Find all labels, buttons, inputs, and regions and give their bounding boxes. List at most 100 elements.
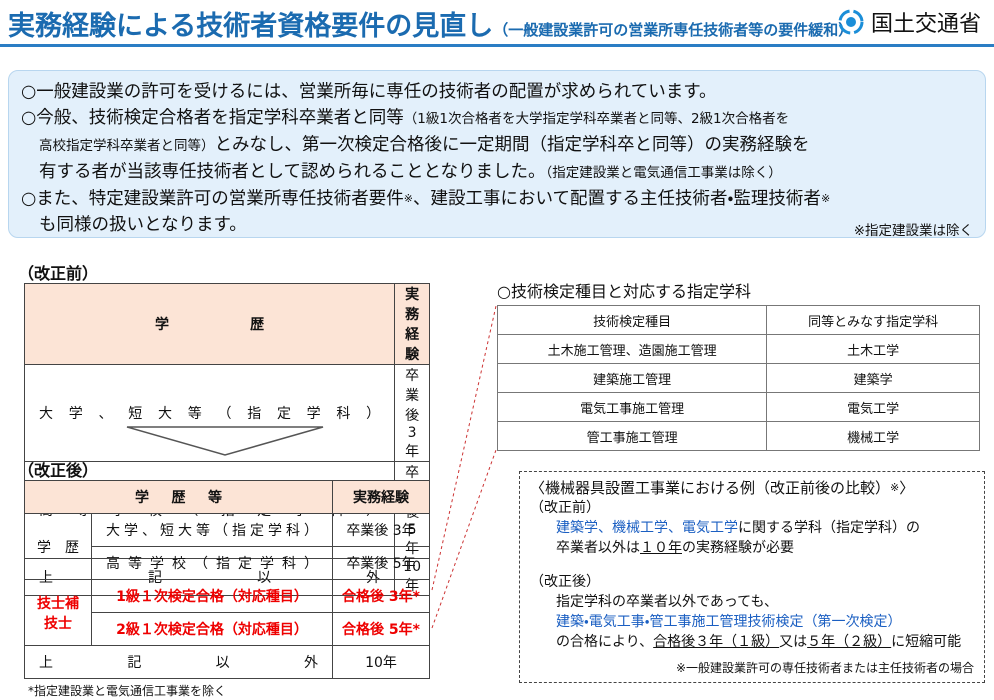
text: 学 歴 等	[24, 480, 333, 514]
element: 学 歴大学、短大等（指定学科） 卒業後 3年 高等学校（指定学科） 卒業後 5年 技士補…	[24, 513, 430, 679]
element: 技術検定種目 同等とみなす指定学科	[496, 305, 980, 335]
logo-text: 国土交通省	[871, 12, 982, 37]
footnote: *指定建設業と電気通信工事業を除く	[28, 684, 227, 698]
text: とみなし、第一次検定合格後に一定期間（指定学科卒と同等）の実務経験を	[214, 135, 810, 155]
element: 学 歴実務経験	[23, 283, 430, 365]
logo-icon	[838, 9, 864, 35]
row: 上記以外 10年	[24, 645, 430, 679]
element	[846, 17, 856, 27]
section-label: （改正前）	[18, 264, 99, 283]
element	[838, 9, 864, 35]
element: 〈機械器具設置工事業における例（改正前後の比較）※〉	[530, 478, 974, 498]
text: （指定建設業と電気通信工事業は除く）	[545, 165, 782, 181]
text: （1級1次合格者を大学指定学科卒業者と同等、2級1次合格者を	[403, 111, 790, 127]
cell: 卒業後 5年	[332, 546, 430, 580]
cell: 大学、短大等（指定学科）	[91, 513, 333, 547]
title: 実務経験による技術者資格要件の見直し（一般建設業許可の営業所専任技術者等の要件緩…	[8, 4, 853, 43]
text: 同等とみなす指定学科	[766, 305, 980, 335]
text: ※指定建設業は除く	[853, 223, 973, 239]
text: の合格により、	[556, 634, 654, 650]
text: に関する学科（指定学科）の	[738, 520, 920, 536]
cell: 技士補 技士	[24, 579, 92, 646]
cell: 10年	[332, 645, 430, 679]
cell: 上記以外	[24, 645, 333, 679]
text: ※	[820, 192, 831, 205]
down-arrow	[126, 426, 324, 456]
element: 土木施工管理、造園施工管理 土木工学 建築施工管理 建築学 電気工事施工管理 電気工学 管工…	[496, 334, 980, 451]
text: ○一般建設業の許可を受けるには、営業所毎に専任の技術者の配置が求められています。	[21, 82, 717, 102]
logo: 国土交通省	[838, 6, 981, 38]
text: ○今般、技術検定合格者を指定学科卒業者と同等	[21, 108, 404, 128]
text: 建築学、機械工学、電気工学	[556, 520, 738, 536]
element: 技術検定種目 同等とみなす指定学科	[496, 305, 980, 335]
row: 管工事施工管理 機械工学	[496, 421, 980, 451]
cell: 卒業後 3年	[394, 364, 430, 462]
cell: 合格後 3年*	[332, 579, 430, 613]
subjects-heading: ○技術検定種目と対応する指定学科	[497, 282, 751, 301]
element: の合格により、合格後３年（１級）又は５年（２級）に短縮可能	[530, 632, 974, 652]
bullet-cont: も同様の扱いとなります。 ※指定建設業は除く	[21, 212, 973, 239]
text: 有する者が当該専任技術者として認められることとなりました。	[39, 162, 546, 182]
bullet-cont: 高校指定学科卒業者と同等）とみなし、第一次検定合格後に一定期間（指定学科卒と同等…	[21, 132, 973, 159]
text: （改正後）	[530, 574, 600, 590]
text: の実務経験が必要	[682, 540, 794, 556]
text: ※	[890, 481, 900, 494]
cell: 機械工学	[766, 421, 980, 451]
text: 又は	[779, 634, 808, 650]
cell: 電気工事施工管理	[496, 392, 768, 422]
text: 〈機械器具設置工事業における例（改正前後の比較）	[530, 479, 891, 497]
subjects-table: 技術検定種目 同等とみなす指定学科 土木施工管理、造園施工管理 土木工学 建築施工管理…	[496, 305, 980, 451]
element: 卒業者以外は１０年の実務経験が必要	[530, 538, 974, 558]
row: 技士補 技士 1級１次検定合格（対応種目） 合格後 3年*	[24, 579, 430, 646]
text: ※	[403, 192, 413, 205]
row: 土木施工管理、造園施工管理 土木工学	[496, 334, 980, 364]
row: 建築施工管理 建築学	[496, 363, 980, 393]
text: 建築・電気工事・管工事施工管理技術検定（第一次検定）	[556, 614, 902, 630]
element: 学 歴 等実務経験	[24, 480, 430, 514]
bullet-cont: 有する者が当該専任技術者として認められることとなりました。（指定建設業と電気通信…	[21, 159, 973, 186]
title-text: 実務経験による技術者資格要件の見直し	[8, 11, 494, 42]
connector	[431, 305, 497, 629]
text: 指定学科の卒業者以外であっても、	[556, 594, 779, 610]
row: 2級１次検定合格（対応種目） 合格後 5年*	[25, 612, 430, 646]
example-box: 〈機械器具設置工事業における例（改正前後の比較）※〉 （改正前） 建築学、機械工…	[519, 471, 985, 683]
section-label: （改正後）	[18, 461, 99, 480]
cell: 高等学校（指定学科）	[91, 546, 333, 580]
text: （改正前）	[530, 500, 600, 516]
text: １０年	[640, 540, 682, 556]
text: 合格後３年（１級）	[653, 634, 780, 650]
text: 学 歴	[23, 283, 396, 365]
cell: 1級１次検定合格（対応種目）	[91, 579, 333, 613]
text: 技術検定種目	[496, 305, 768, 335]
text: ５年（２級）	[807, 634, 892, 650]
row: 電気工事施工管理 電気工学	[496, 392, 980, 422]
cell: 土木工学	[766, 334, 980, 364]
text: に短縮可能	[891, 634, 962, 650]
element	[530, 558, 974, 572]
title-rule	[0, 44, 994, 47]
cell: 電気工学	[766, 392, 980, 422]
text: ○また、特定建設業許可の営業所専任技術者要件	[21, 189, 404, 209]
bullet: ○また、特定建設業許可の営業所専任技術者要件※、建設工事において配置する主任技術…	[21, 186, 973, 212]
text: 〉	[899, 479, 915, 497]
row: 学 歴大学、短大等（指定学科） 卒業後 3年	[24, 513, 430, 580]
cell: 2級１次検定合格（対応種目）	[91, 612, 333, 646]
text: 実務経験	[394, 283, 430, 365]
element	[431, 305, 497, 629]
cell: 学 歴	[24, 513, 92, 580]
cell: 建築学	[766, 363, 980, 393]
element: 学 歴 等実務経験	[24, 480, 430, 514]
cell: 卒業後 3年	[332, 513, 430, 547]
text: 卒業者以外は	[556, 540, 640, 556]
element: 学 歴実務経験	[23, 283, 430, 365]
element	[126, 426, 324, 456]
cell: 建築施工管理	[496, 363, 768, 393]
cell: 合格後 5年*	[332, 612, 430, 646]
text: も同様の扱いとなります。	[39, 215, 247, 235]
summary-box: ○一般建設業の許可を受けるには、営業所毎に専任の技術者の配置が求められています。…	[8, 70, 986, 239]
subtitle: （一般建設業許可の営業所専任技術者等の要件緩和）	[493, 21, 854, 39]
cell: 土木施工管理、造園施工管理	[496, 334, 768, 364]
bullet: ○一般建設業の許可を受けるには、営業所毎に専任の技術者の配置が求められています。	[21, 79, 973, 105]
